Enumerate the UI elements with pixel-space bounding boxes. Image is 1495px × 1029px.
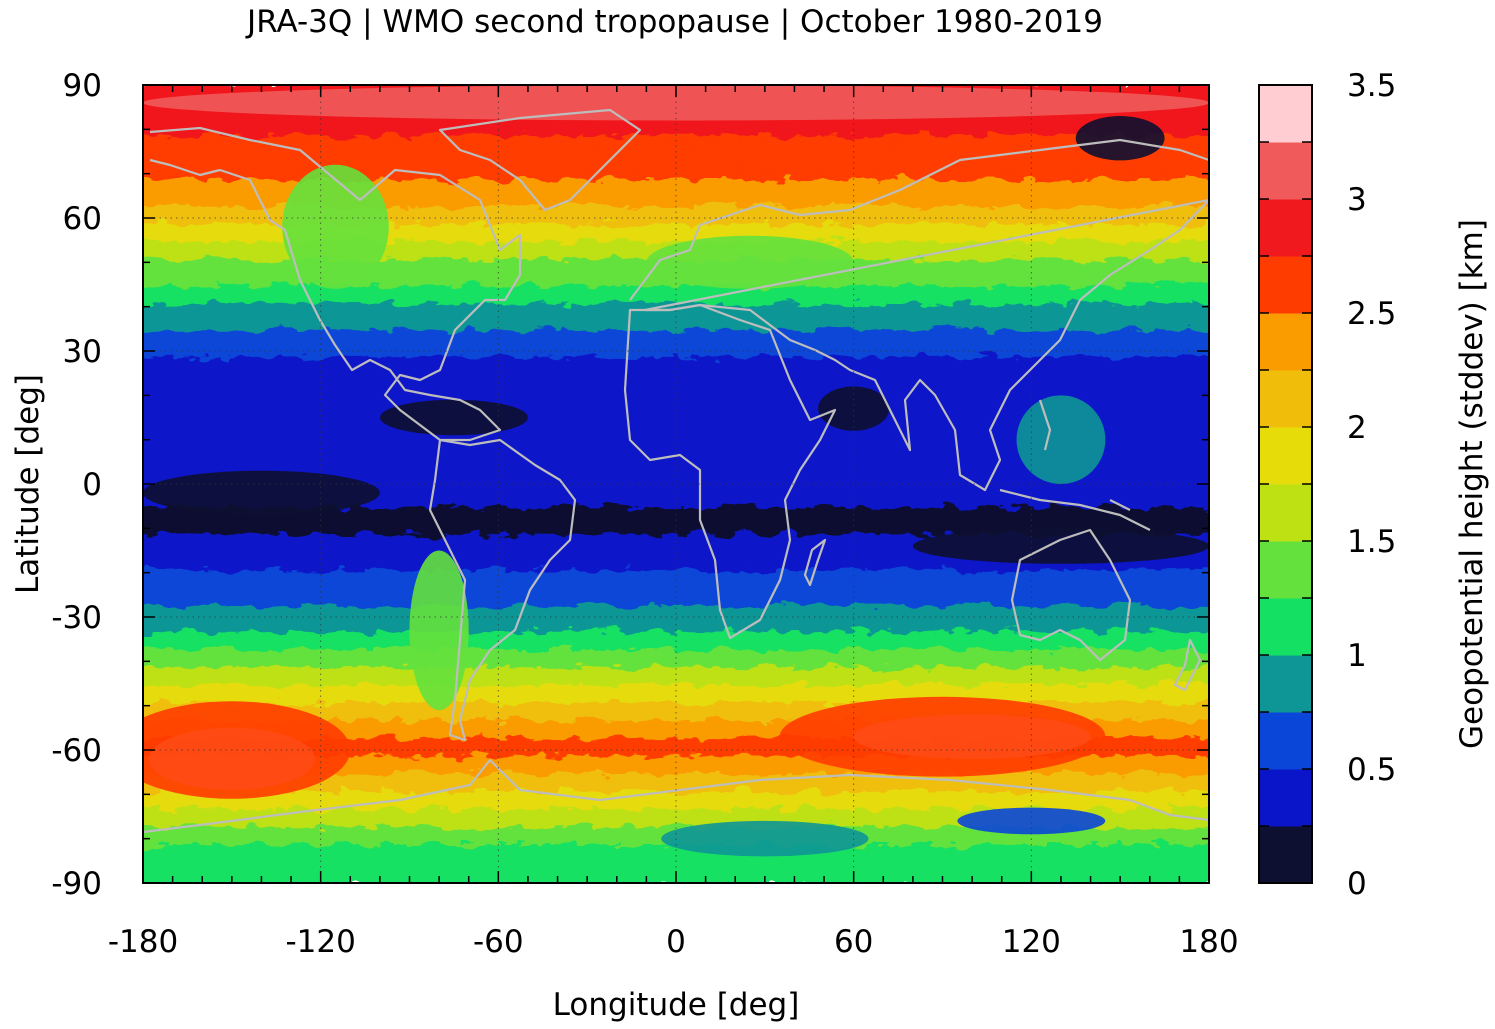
- y-tick-label: 60: [63, 201, 102, 237]
- y-tick-label: 90: [63, 68, 102, 104]
- heatmap-region: [779, 696, 1106, 777]
- colorbar-tick-label: 3: [1347, 182, 1367, 218]
- heatmap-region: [661, 820, 869, 857]
- y-tick-label: -30: [51, 600, 102, 636]
- heatmap-region: [143, 470, 380, 516]
- madagascar-coast: [803, 538, 827, 587]
- heatmap-region: [1016, 395, 1106, 484]
- colorbar-tick-label: 1: [1347, 638, 1367, 674]
- colorbar-segment: [1259, 427, 1312, 485]
- colorbar-segment: [1259, 541, 1312, 599]
- colorbar-segment: [1259, 199, 1312, 257]
- x-tick-label: -120: [285, 924, 355, 960]
- colorbar-tick-label: 0: [1347, 866, 1367, 902]
- heatmap-region: [646, 235, 854, 289]
- colorbar-tick-label: 0.5: [1347, 752, 1396, 788]
- x-tick-label: 0: [666, 924, 686, 960]
- colorbar-segment: [1259, 598, 1312, 656]
- colorbar-segment: [1259, 769, 1312, 827]
- colorbar-tick-label: 2: [1347, 410, 1367, 446]
- greenland-coast: [438, 108, 642, 212]
- x-tick-label: 120: [1002, 924, 1061, 960]
- colorbar-segment: [1259, 484, 1312, 542]
- new-zealand-coast: [1173, 638, 1202, 692]
- colorbar-tick-label: 3.5: [1347, 68, 1396, 104]
- heatmap-region: [957, 807, 1106, 835]
- colorbar-label: Geopotential height (stddev) [km]: [1454, 219, 1490, 749]
- gridlines: [143, 85, 1209, 883]
- colorbar-segment: [1259, 313, 1312, 371]
- x-axis-label: Longitude [deg]: [553, 987, 800, 1023]
- south-america-coast: [428, 438, 577, 742]
- colorbar-tick-label: 2.5: [1347, 296, 1396, 332]
- heatmap-region: [282, 164, 389, 289]
- africa-coast: [623, 303, 837, 640]
- colorbar-segment: [1259, 256, 1312, 314]
- y-tick-label: -60: [51, 733, 102, 769]
- coastlines: [143, 108, 1209, 834]
- x-tick-label: -180: [108, 924, 178, 960]
- heatmap-region: [143, 701, 351, 799]
- colorbar-segment: [1259, 712, 1312, 770]
- heatmap-region: [1075, 116, 1165, 161]
- colorbar-segment: [1259, 142, 1312, 200]
- x-tick-label: 60: [834, 924, 873, 960]
- eurasia-coast: [629, 138, 1209, 492]
- map-heatmap: [143, 85, 1209, 883]
- colorbar: 0 0.5 1 1.5 2 2.5 3 3.5: [1258, 68, 1396, 902]
- australia-coast: [1010, 528, 1132, 662]
- maritime-islands: [999, 399, 1151, 531]
- x-tick-label: -60: [473, 924, 524, 960]
- colorbar-segment: [1259, 655, 1312, 713]
- antarctica-coast: [143, 758, 1209, 834]
- x-tick-label: 180: [1179, 924, 1238, 960]
- y-axis: 90 60 30 0 -30 -60 -90: [51, 68, 1209, 902]
- x-axis: -180 -120 -60 0 60 120 180: [108, 85, 1239, 960]
- colorbar-segment: [1259, 370, 1312, 428]
- north-america-coast: [149, 126, 522, 442]
- heatmap-region: [409, 550, 469, 711]
- heatmap-region: [818, 386, 890, 431]
- y-tick-label: -90: [51, 866, 102, 902]
- y-axis-label: Latitude [deg]: [10, 374, 46, 594]
- colorbar-segment: [1259, 85, 1312, 143]
- y-tick-label: 30: [63, 334, 102, 370]
- chart-title: JRA-3Q | WMO second tropopause | October…: [245, 4, 1103, 40]
- heatmap-region: [379, 399, 528, 436]
- colorbar-segment: [1259, 826, 1312, 884]
- y-tick-label: 0: [82, 467, 102, 503]
- colorbar-tick-label: 1.5: [1347, 524, 1396, 560]
- heatmap-region: [912, 528, 1209, 564]
